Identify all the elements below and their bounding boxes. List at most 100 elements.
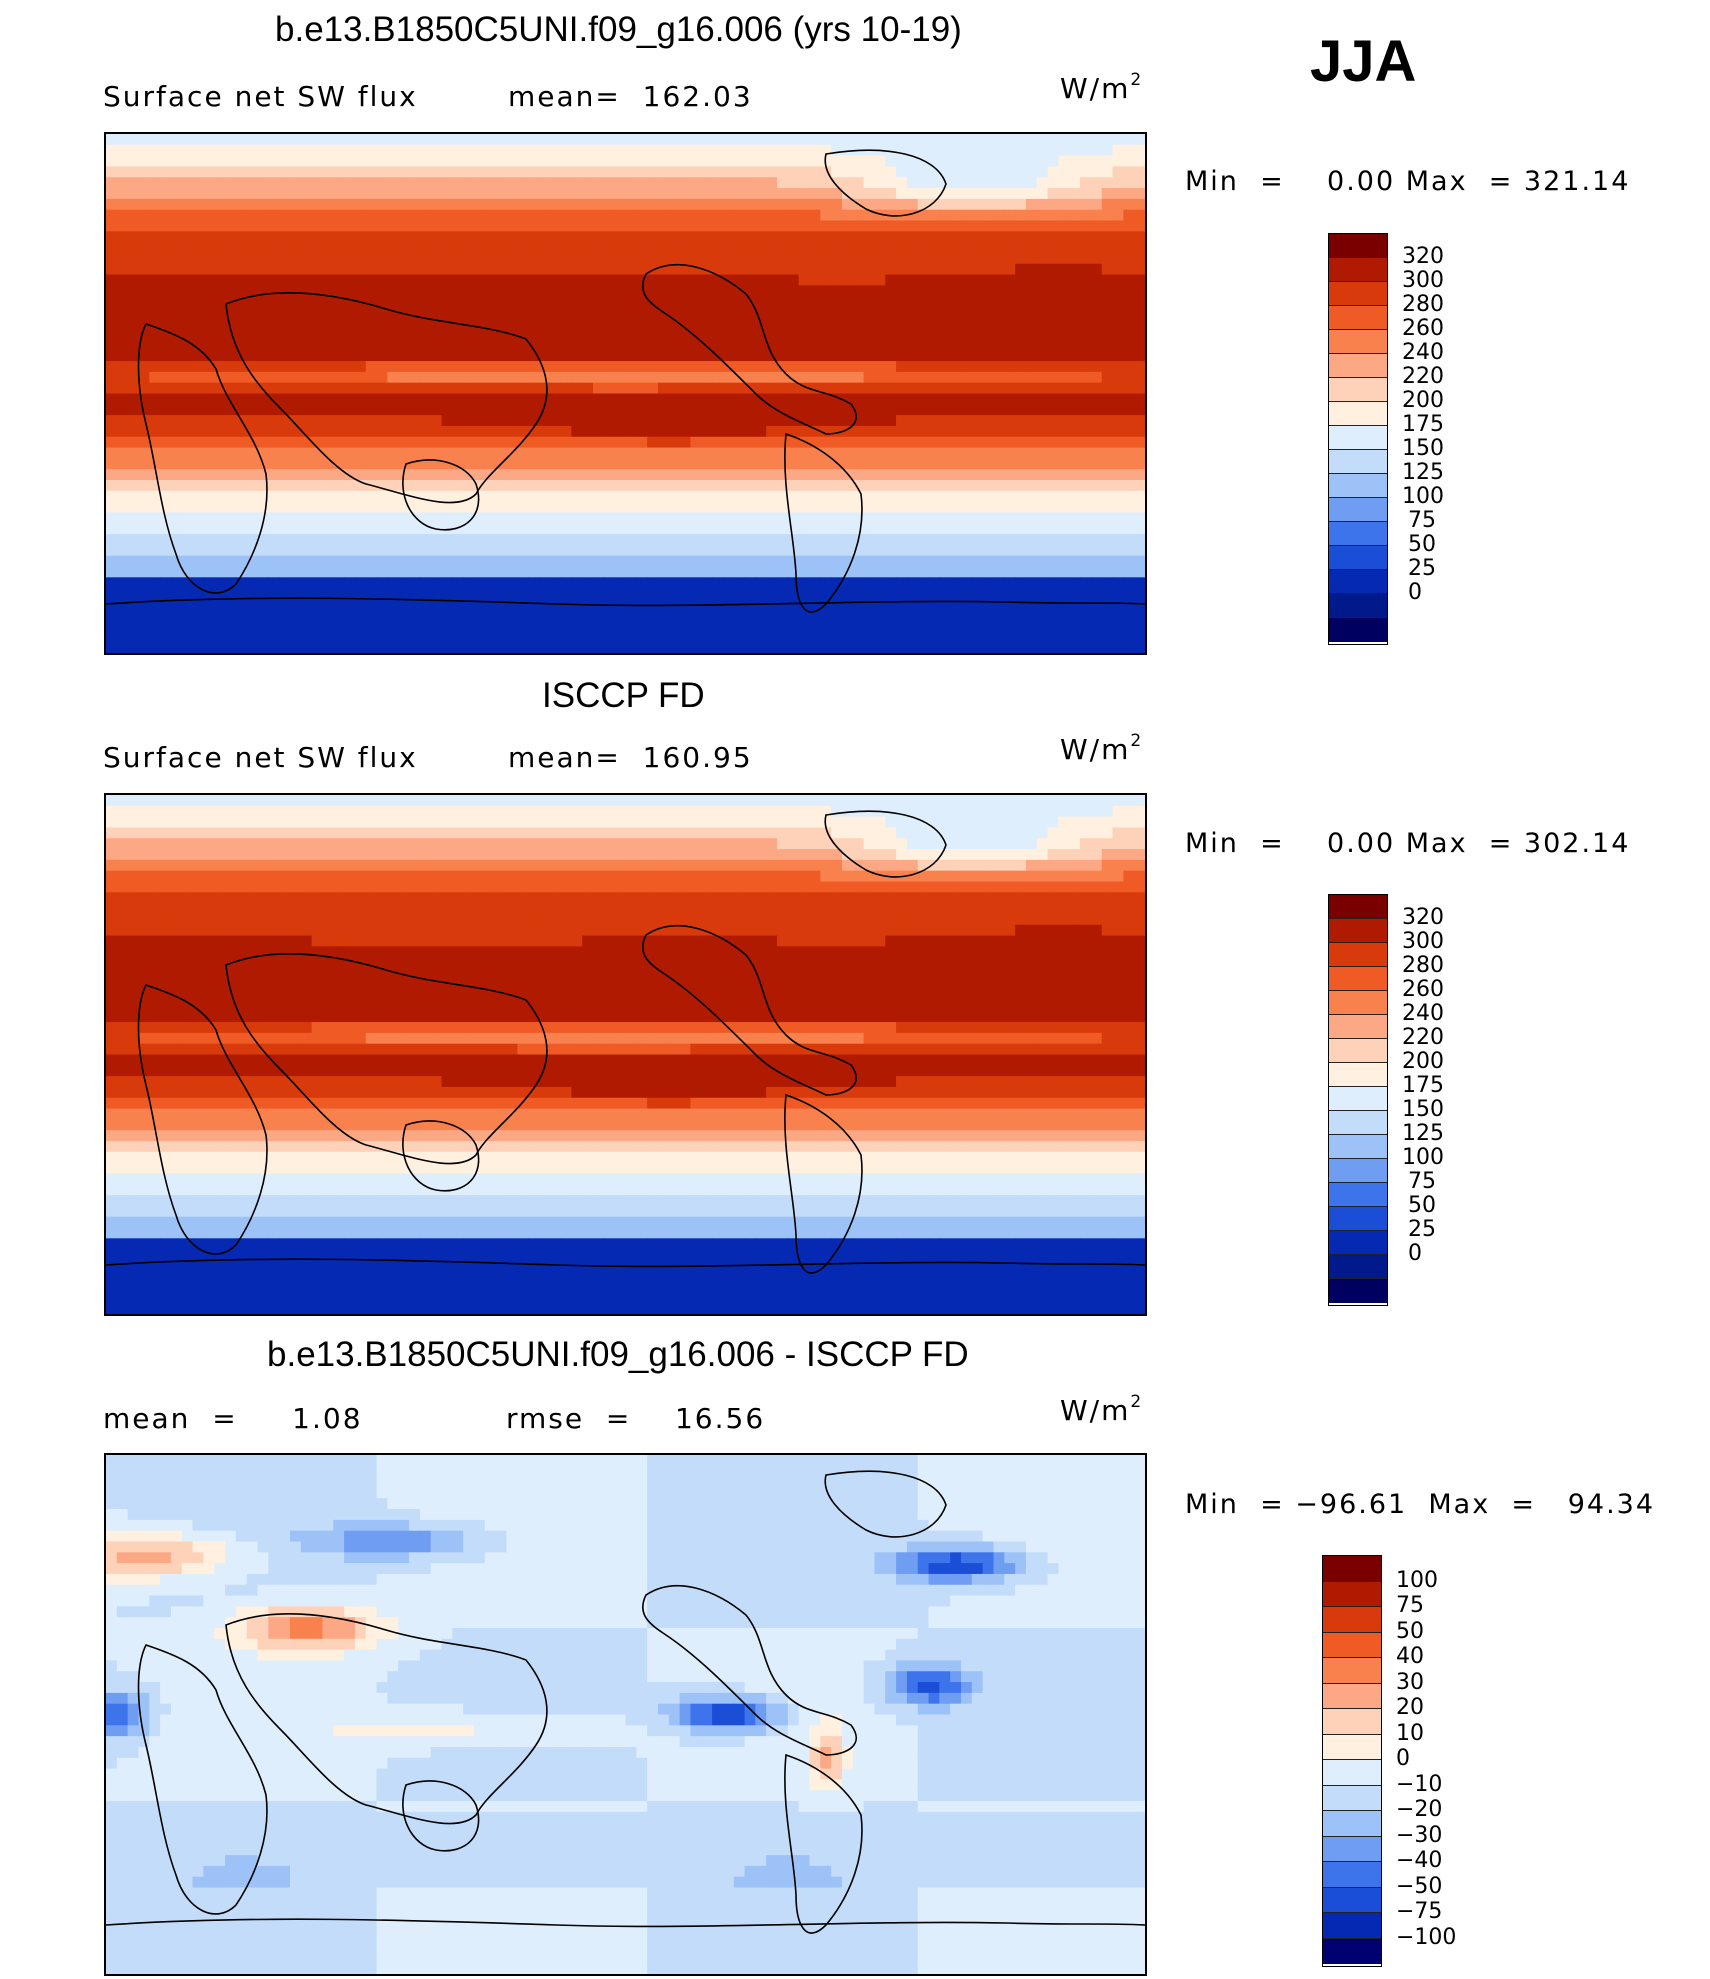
field-cell xyxy=(896,555,908,568)
field-cell xyxy=(192,577,204,589)
field-cell xyxy=(777,631,789,643)
field-cell xyxy=(657,188,670,200)
field-cell xyxy=(766,144,778,157)
field-cell xyxy=(755,274,767,286)
field-cell xyxy=(1069,307,1081,319)
field-cell xyxy=(950,220,962,232)
field-cell xyxy=(365,339,378,351)
field-cell xyxy=(235,425,248,438)
field-cell xyxy=(506,816,518,829)
field-cell xyxy=(279,588,291,600)
field-cell xyxy=(863,252,876,265)
field-cell xyxy=(528,805,540,818)
field-cell xyxy=(657,436,670,449)
field-cell xyxy=(571,231,583,243)
field-cell xyxy=(712,458,724,470)
field-cell xyxy=(593,393,605,405)
field-cell xyxy=(409,177,421,189)
field-cell xyxy=(268,512,280,524)
field-cell xyxy=(387,598,399,611)
field-cell xyxy=(517,436,529,449)
field-cell xyxy=(311,544,324,557)
field-cell xyxy=(961,263,973,276)
field-cell xyxy=(1036,274,1049,286)
field-cell xyxy=(831,642,843,653)
field-cell xyxy=(365,458,378,470)
field-cell xyxy=(1080,534,1092,546)
field-cell xyxy=(701,544,713,557)
field-cell xyxy=(1025,544,1038,557)
field-cell xyxy=(484,805,497,818)
field-cell xyxy=(712,177,724,189)
field-cell xyxy=(409,512,421,524)
field-cell xyxy=(1025,404,1038,416)
field-cell xyxy=(950,620,962,632)
field-cell xyxy=(809,220,821,232)
field-cell xyxy=(549,512,562,524)
field-cell xyxy=(1058,371,1070,384)
field-cell xyxy=(928,598,940,611)
field-cell xyxy=(1004,523,1016,535)
field-cell xyxy=(549,816,562,829)
field-cell xyxy=(1058,393,1070,405)
field-cell xyxy=(982,285,995,297)
field-cell xyxy=(917,425,930,438)
field-cell xyxy=(755,382,767,395)
field-cell xyxy=(170,155,183,168)
field-cell xyxy=(766,642,778,653)
colorbar-swatch xyxy=(1329,402,1387,426)
field-cell xyxy=(787,598,800,611)
field-cell xyxy=(1112,490,1124,503)
field-cell xyxy=(701,350,713,362)
field-cell xyxy=(495,566,508,578)
field-cell xyxy=(300,296,313,308)
field-cell xyxy=(1090,544,1103,557)
field-cell xyxy=(387,155,399,168)
field-cell xyxy=(1080,242,1092,254)
field-cell xyxy=(939,242,951,254)
field-cell xyxy=(993,795,1005,807)
field-cell xyxy=(473,242,486,254)
field-cell xyxy=(1047,480,1060,492)
field-cell xyxy=(766,512,778,524)
field-cell xyxy=(127,458,140,470)
field-cell xyxy=(712,296,724,308)
field-cell xyxy=(398,274,410,286)
field-cell xyxy=(1015,134,1027,146)
field-cell xyxy=(701,555,713,568)
field-cell xyxy=(344,252,356,265)
field-cell xyxy=(160,361,172,373)
field-cell xyxy=(300,220,313,232)
field-cell xyxy=(906,598,919,611)
field-cell xyxy=(170,577,183,589)
field-cell xyxy=(203,512,215,524)
field-cell xyxy=(106,609,118,622)
field-cell xyxy=(1069,155,1081,168)
field-cell xyxy=(647,371,659,384)
field-cell xyxy=(517,816,529,829)
field-cell xyxy=(441,642,453,653)
field-cell xyxy=(971,361,984,373)
field-cell xyxy=(690,296,702,308)
field-cell xyxy=(1101,544,1114,557)
field-cell xyxy=(376,609,388,622)
field-cell xyxy=(1004,544,1016,557)
field-cell xyxy=(744,555,756,568)
field-cell xyxy=(614,480,627,492)
field-cell xyxy=(322,816,334,829)
field-cell xyxy=(376,588,388,600)
field-cell xyxy=(419,393,432,405)
field-cell xyxy=(116,209,129,222)
field-cell xyxy=(906,512,919,524)
field-cell xyxy=(517,447,529,459)
field-cell xyxy=(798,544,811,557)
field-cell xyxy=(560,534,572,546)
field-cell xyxy=(203,523,215,535)
field-cell xyxy=(506,285,518,297)
field-cell xyxy=(701,285,713,297)
field-cell xyxy=(603,816,616,829)
field-cell xyxy=(874,512,886,524)
field-cell xyxy=(430,447,443,459)
field-cell xyxy=(712,209,724,222)
field-cell xyxy=(1036,307,1049,319)
